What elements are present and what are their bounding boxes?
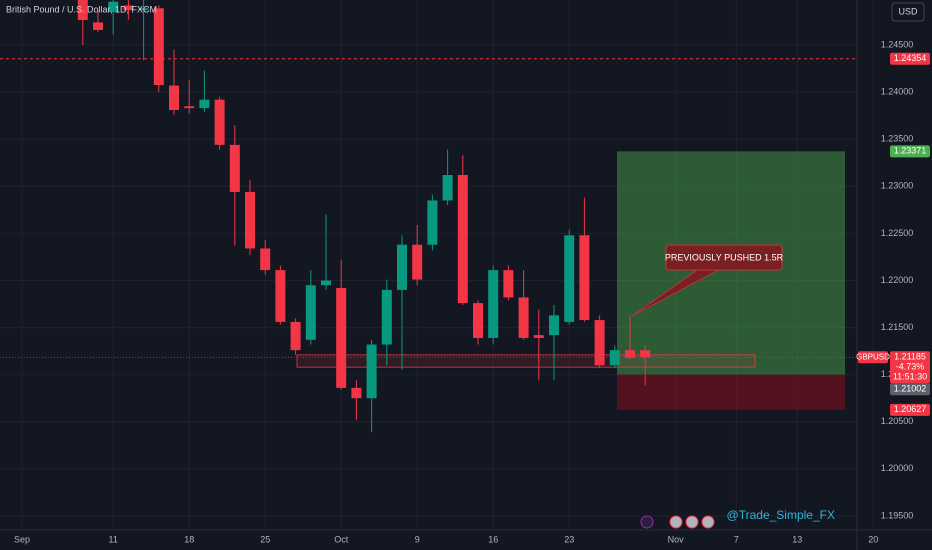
candle-body: [77, 0, 88, 21]
candle-body: [336, 288, 347, 388]
candle-body: [108, 1, 119, 13]
y-tick-label: 1.24000: [881, 86, 914, 96]
candle-body: [245, 191, 255, 249]
countdown: 11:51:30: [893, 372, 927, 382]
candle-body: [473, 303, 483, 338]
x-tick-label: 16: [488, 534, 498, 544]
x-tick-label: 23: [564, 534, 574, 544]
entry-label-bg: [890, 383, 930, 396]
candle-body: [503, 270, 514, 298]
candle-body: [260, 248, 271, 271]
candle-body: [229, 144, 240, 192]
candle-body: [518, 297, 529, 338]
candle-body: [290, 321, 301, 351]
flag-icon[interactable]: [701, 515, 715, 529]
stop-label: 1.20627: [894, 404, 927, 414]
candle-body: [93, 22, 103, 30]
candle-body: [184, 106, 195, 109]
x-tick-label: 25: [260, 534, 270, 544]
candle-body: [427, 200, 438, 245]
candle-body: [275, 270, 286, 322]
y-tick-label: 1.22000: [881, 275, 914, 285]
alert-label-bg: [890, 52, 930, 65]
candle-body: [397, 244, 407, 290]
candle-body: [533, 335, 544, 338]
chart-title: British Pound / U.S. Dollar, 1D, FXCM: [6, 4, 157, 14]
x-tick-label: 18: [184, 534, 194, 544]
change: -4.73%: [896, 362, 925, 372]
target-label-bg: [890, 145, 930, 158]
y-tick-label: 1.19500: [881, 510, 914, 520]
candle-body: [214, 99, 225, 145]
current-price-bg: [890, 351, 930, 384]
event-icon[interactable]: [640, 515, 654, 529]
candle-body: [321, 280, 331, 286]
candle-body: [412, 244, 423, 280]
candle-body: [199, 99, 210, 109]
y-tick-label: 1.23500: [881, 134, 914, 144]
candle-body: [625, 350, 635, 358]
candle-body: [579, 235, 590, 321]
candle-body: [169, 85, 179, 111]
candle-body: [366, 344, 377, 399]
target-label: 1.23371: [894, 146, 927, 156]
candle-body: [123, 5, 134, 11]
x-tick-label: 20: [868, 534, 878, 544]
x-tick-label: Sep: [14, 534, 30, 544]
candle-body: [351, 387, 362, 399]
candle-body: [594, 320, 605, 366]
x-tick-label: Oct: [334, 534, 349, 544]
candle-body: [640, 350, 651, 358]
y-tick-label: 1.22500: [881, 228, 914, 238]
symbol-label-bg: [858, 351, 888, 364]
candle-body: [138, 8, 149, 11]
candle-body: [381, 289, 392, 345]
overlay: PREVIOUSLY PUSHED 1.5R: [631, 244, 784, 317]
candles: [77, 0, 651, 433]
candle-body: [442, 175, 453, 201]
candle-body: [153, 8, 164, 86]
y-tick-label: 1.23000: [881, 181, 914, 191]
callout-box: [665, 244, 783, 271]
entry-label: 1.21002: [894, 384, 927, 394]
currency[interactable]: USD: [898, 6, 918, 16]
stop-label-bg: [890, 403, 930, 416]
y-tick-label: 1.24500: [881, 39, 914, 49]
x-tick-label: 9: [415, 534, 420, 544]
flag-icon[interactable]: [685, 515, 699, 529]
candle-body: [609, 350, 620, 366]
x-tick-label: 11: [109, 534, 118, 544]
watermark: @Trade_Simple_FX: [727, 508, 835, 522]
currency-button[interactable]: [891, 2, 925, 22]
x-tick-label: 7: [734, 534, 739, 544]
y-tick-label: 1.21500: [881, 322, 914, 332]
symbol-label: GBPUSD: [856, 352, 890, 361]
current-price: 1.21185: [894, 352, 926, 362]
candle-body: [549, 315, 559, 336]
x-tick-label: 13: [792, 534, 802, 544]
y-tick-label: 1.20500: [881, 416, 914, 426]
y-tick-label: 1.20000: [881, 463, 914, 473]
alert-label: 1.24354: [894, 53, 927, 63]
x-tick-label: Nov: [668, 534, 685, 544]
stop-zone: [617, 374, 845, 410]
callout-text: PREVIOUSLY PUSHED 1.5R: [665, 252, 784, 262]
candle-body: [457, 175, 468, 304]
support-zone: [296, 354, 756, 368]
candle-body: [488, 270, 499, 338]
flag-icon[interactable]: [669, 515, 683, 529]
candle-body: [564, 235, 575, 322]
candle-body: [305, 285, 316, 340]
